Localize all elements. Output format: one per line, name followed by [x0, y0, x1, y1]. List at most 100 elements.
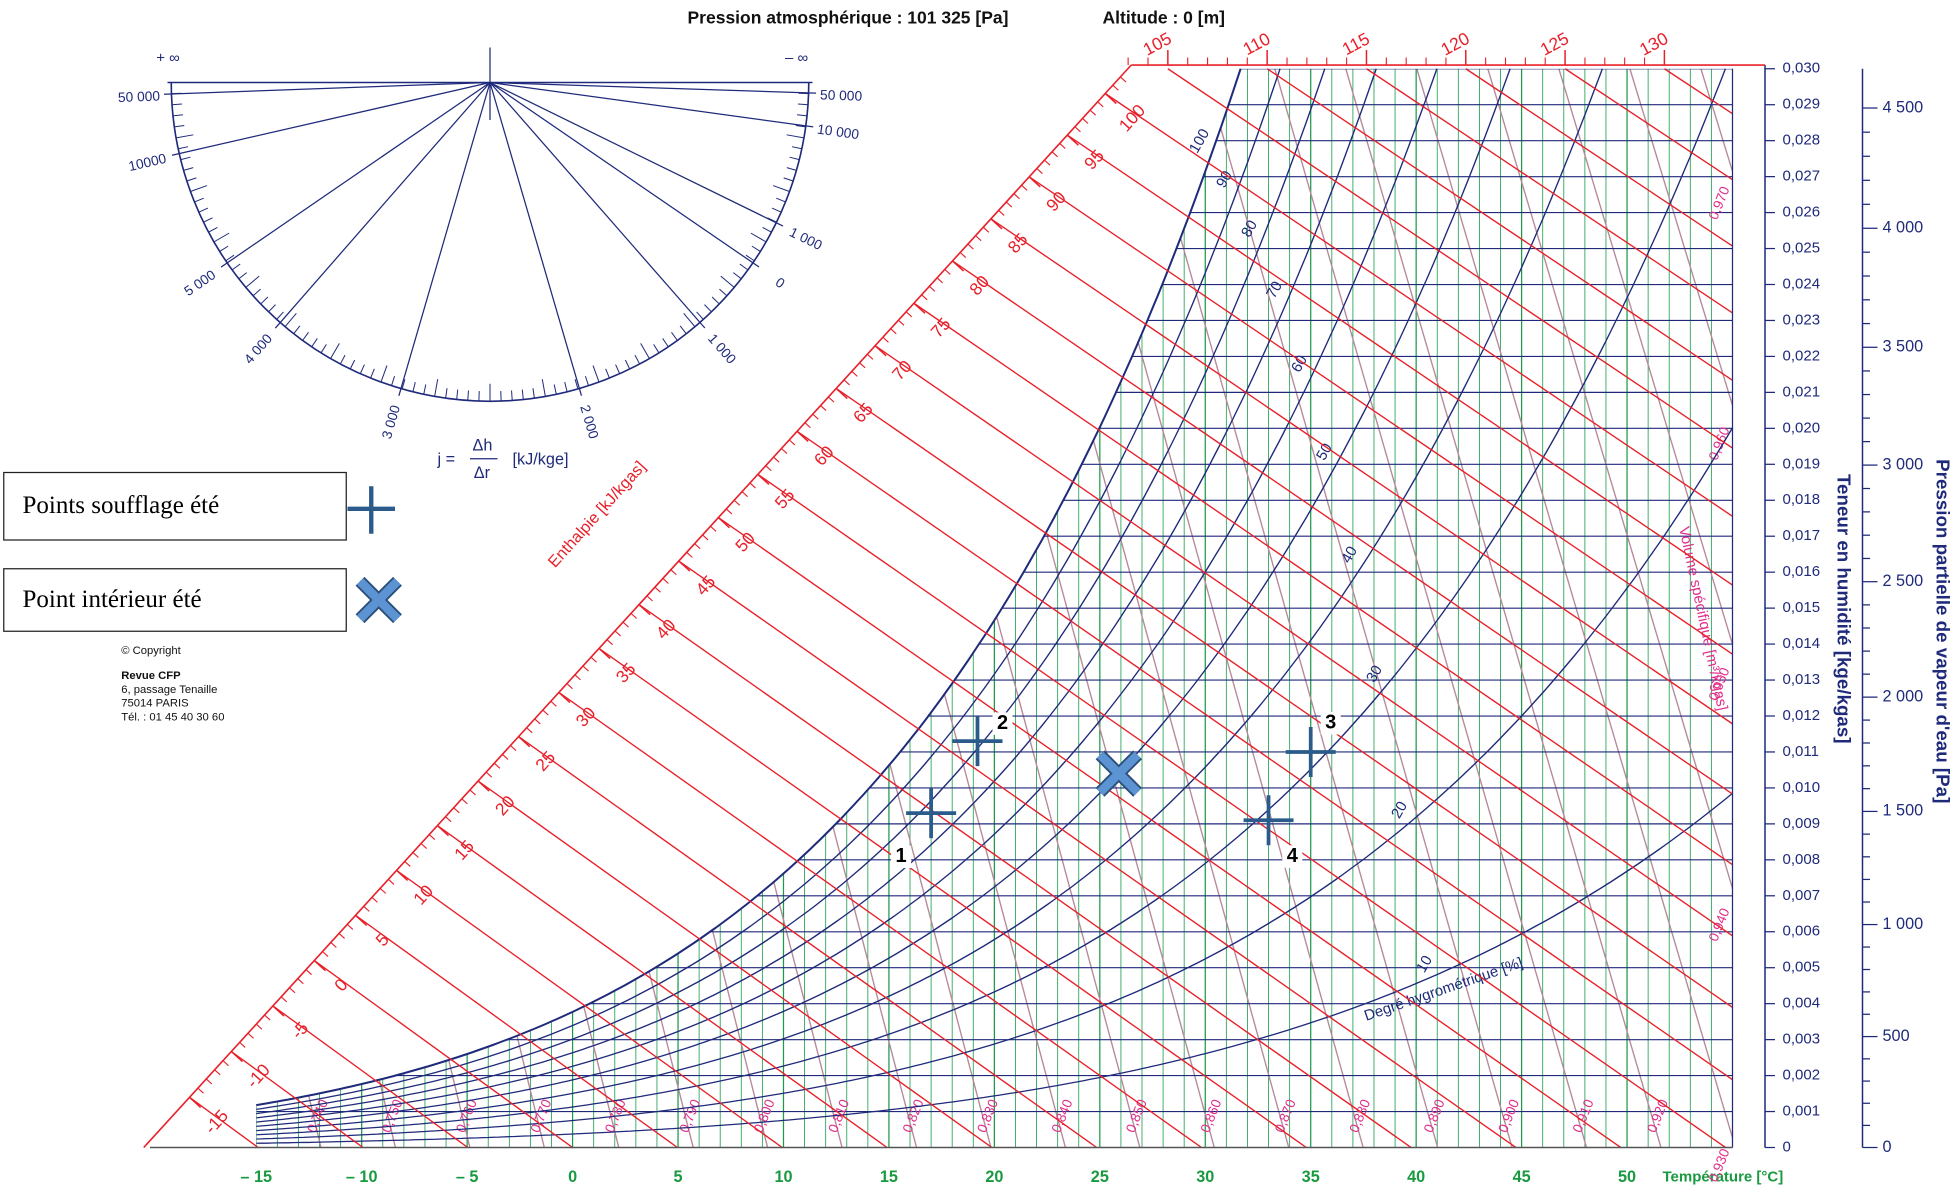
protractor-hatch [467, 390, 469, 401]
protractor-label: 1 000 [705, 331, 739, 367]
pressure-axis-title: Pression partielle de vapeur d'eau [Pa] [1932, 459, 1953, 803]
humidity-tick-label: 0,010 [1783, 779, 1821, 796]
enthalpy-minor-tick [526, 727, 533, 734]
protractor-hatch [745, 254, 755, 262]
protractor-hatch [401, 379, 406, 390]
humidity-tick-label: 0,025 [1783, 240, 1821, 257]
enthalpy-line [518, 736, 1098, 1149]
enthalpy-tick [757, 473, 770, 486]
enthalpy-line [796, 430, 1733, 1081]
enthalpy-minor-tick [982, 226, 990, 233]
enthalpy-minor-tick [510, 745, 517, 751]
pressure-tick-label: 0 [1883, 1138, 1892, 1156]
header-altitude: Altitude : 0 [m] [1103, 7, 1226, 27]
protractor-hatch [762, 227, 772, 233]
enthalpy-minor-tick [387, 878, 395, 885]
temperature-tick-label: 40 [1407, 1168, 1425, 1186]
protractor-label: 2 000 [577, 403, 601, 441]
enthalpy-line [558, 691, 1202, 1149]
enthalpy-tick [1066, 134, 1079, 146]
legend-box [3, 568, 347, 632]
specific-volume-label: 0,960 [1706, 424, 1733, 462]
legend-x-icon [355, 576, 402, 624]
humidity-tick-label: 0,002 [1783, 1067, 1821, 1084]
protractor-hatch [662, 338, 669, 348]
protractor-hatch [521, 389, 524, 400]
relative-humidity-curve [256, 68, 1604, 1132]
enthalpy-tick [558, 691, 571, 704]
enthalpy-minor-tick [469, 789, 476, 796]
enthalpy-minor-tick [305, 969, 312, 976]
enthalpy-minor-tick [289, 987, 296, 994]
protractor-hatch [732, 272, 742, 280]
protractor-hatch [653, 344, 660, 354]
enthalpy-minor-tick [205, 1078, 213, 1085]
humidity-tick-label: 0,007 [1783, 887, 1821, 904]
enthalpy-label: 75 [927, 314, 955, 342]
enthalpy-line [272, 1005, 469, 1149]
enthalpy-minor-tick [890, 328, 897, 335]
enthalpy-label: 40 [652, 615, 680, 643]
point-label-bg [992, 712, 1013, 735]
pressure-tick-label: 3 500 [1883, 338, 1924, 356]
protractor-formula: j = Δh Δr [kJ/kge] [437, 437, 569, 482]
copyright-line: 75014 PARIS [121, 698, 188, 710]
protractor-spoke [489, 82, 583, 396]
humidity-tick-label: 0,001 [1783, 1103, 1821, 1120]
pressure-tick-label: 1 500 [1883, 802, 1924, 820]
enthalpy-line [678, 560, 1517, 1149]
point-label-bg [891, 845, 912, 869]
humidity-tick-label: 0,029 [1783, 96, 1821, 113]
enthalpy-tick [951, 260, 965, 272]
protractor-label: 1 000 [787, 224, 825, 253]
protractor-label: 10000 [127, 151, 168, 174]
temperature-tick-label: 50 [1618, 1168, 1636, 1186]
protractor-hatch [213, 232, 230, 243]
protractor-hatch [592, 365, 600, 383]
protractor-hatch [380, 365, 388, 383]
enthalpy-line [598, 647, 1307, 1149]
protractor-hatch [771, 207, 782, 213]
enthalpy-line [1366, 68, 1733, 314]
enthalpy-minor-tick [297, 978, 304, 985]
enthalpy-label: 115 [1339, 28, 1373, 59]
temperature-tick-label: 30 [1196, 1168, 1214, 1186]
enthalpy-minor-tick [1097, 101, 1104, 108]
enthalpy-minor-tick [606, 639, 613, 646]
humidity-tick-label: 0,013 [1783, 671, 1821, 688]
protractor-hatch [293, 325, 301, 334]
enthalpy-line [757, 473, 1726, 1149]
protractor-hatch [511, 390, 513, 401]
temperature-tick-label: – 5 [456, 1168, 479, 1186]
enthalpy-minor-tick [1044, 159, 1051, 166]
enthalpy-label: 100 [1115, 100, 1150, 135]
humidity-tick-label: 0,003 [1783, 1031, 1821, 1048]
relative-humidity-label: 70 [1263, 278, 1286, 301]
humidity-tick-label: 0,022 [1783, 347, 1821, 364]
enthalpy-minor-tick [1051, 151, 1059, 158]
protractor-hatch [739, 263, 749, 271]
protractor-hatch [276, 311, 284, 320]
plus-infinity: + ∞ [156, 50, 180, 67]
pressure-tick-label: 4 000 [1883, 219, 1924, 237]
enthalpy-label: 90 [1042, 187, 1070, 215]
relative-humidity-curve [256, 68, 1511, 1128]
protractor-hatch [359, 364, 365, 374]
protractor-label: 5 000 [181, 267, 218, 299]
enthalpy-minor-tick [493, 762, 501, 769]
supply-point [906, 788, 957, 839]
enthalpy-tick [598, 647, 611, 660]
formula-lhs: j = [437, 450, 456, 468]
humidity-tick-label: 0,016 [1783, 563, 1821, 580]
humidity-tick-label: 0,012 [1783, 707, 1821, 724]
enthalpy-minor-tick [898, 319, 905, 326]
enthalpy-minor-tick [322, 951, 329, 957]
humidity-tick-label: 0,023 [1783, 311, 1821, 328]
enthalpy-line [189, 1096, 259, 1149]
specific-volume-label: 0,830 [974, 1097, 1001, 1135]
protractor-spoke [489, 81, 817, 94]
enthalpy-minor-tick [445, 816, 452, 823]
enthalpy-line [230, 1050, 364, 1149]
enthalpy-line [717, 517, 1622, 1149]
enthalpy-label: 20 [491, 791, 519, 819]
